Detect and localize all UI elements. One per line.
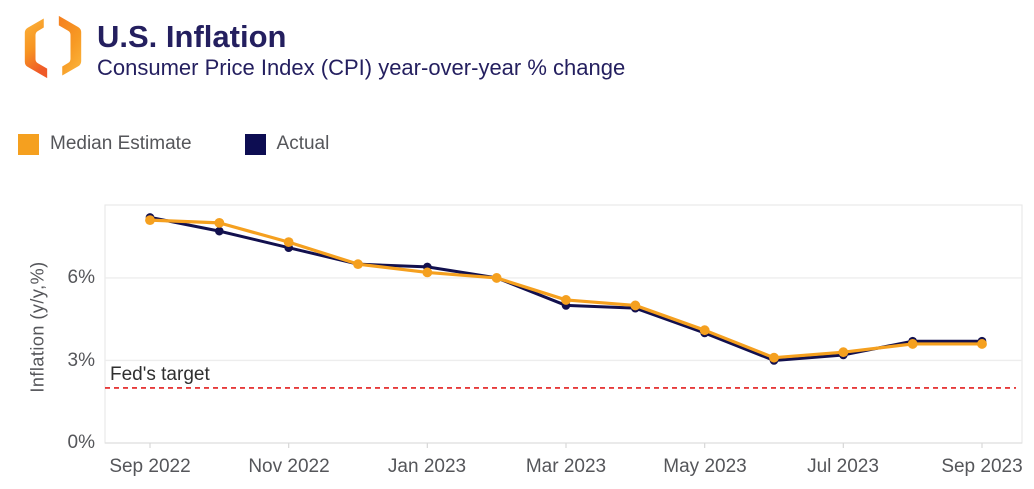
brand-logo-icon xyxy=(18,12,88,82)
x-tick-jul-2023: Jul 2023 xyxy=(807,456,879,477)
legend-swatch-actual xyxy=(244,133,266,155)
x-tick-sep-2023: Sep 2023 xyxy=(941,456,1023,477)
x-tick-sep-2022: Sep 2022 xyxy=(109,456,191,477)
y-tick-6: 6% xyxy=(67,267,95,288)
x-tick-jan-2023: Jan 2023 xyxy=(387,456,467,477)
legend-label-actual: Actual xyxy=(276,133,330,154)
y-tick-3: 3% xyxy=(67,350,95,371)
legend-swatch-median-estimate xyxy=(18,133,39,155)
page-title: U.S. Inflation xyxy=(97,19,287,54)
y-tick-0: 0% xyxy=(67,432,95,453)
chart-legend: Median Estimate Actual xyxy=(18,133,329,155)
title-block: U.S. Inflation Consumer Price Index (CPI… xyxy=(97,12,625,81)
legend-label-median-estimate: Median Estimate xyxy=(50,133,192,154)
header: U.S. Inflation Consumer Price Index (CPI… xyxy=(18,12,625,82)
page-subtitle: Consumer Price Index (CPI) year-over-yea… xyxy=(97,55,626,80)
x-tick-mar-2023: Mar 2023 xyxy=(525,456,607,477)
x-tick-may-2023: May 2023 xyxy=(663,456,747,477)
legend-item-actual[interactable]: Actual xyxy=(244,133,330,155)
legend-item-median-estimate[interactable]: Median Estimate xyxy=(18,133,192,155)
fed-target-label: Fed's target xyxy=(110,364,210,385)
x-tick-nov-2022: Nov 2022 xyxy=(248,456,330,477)
